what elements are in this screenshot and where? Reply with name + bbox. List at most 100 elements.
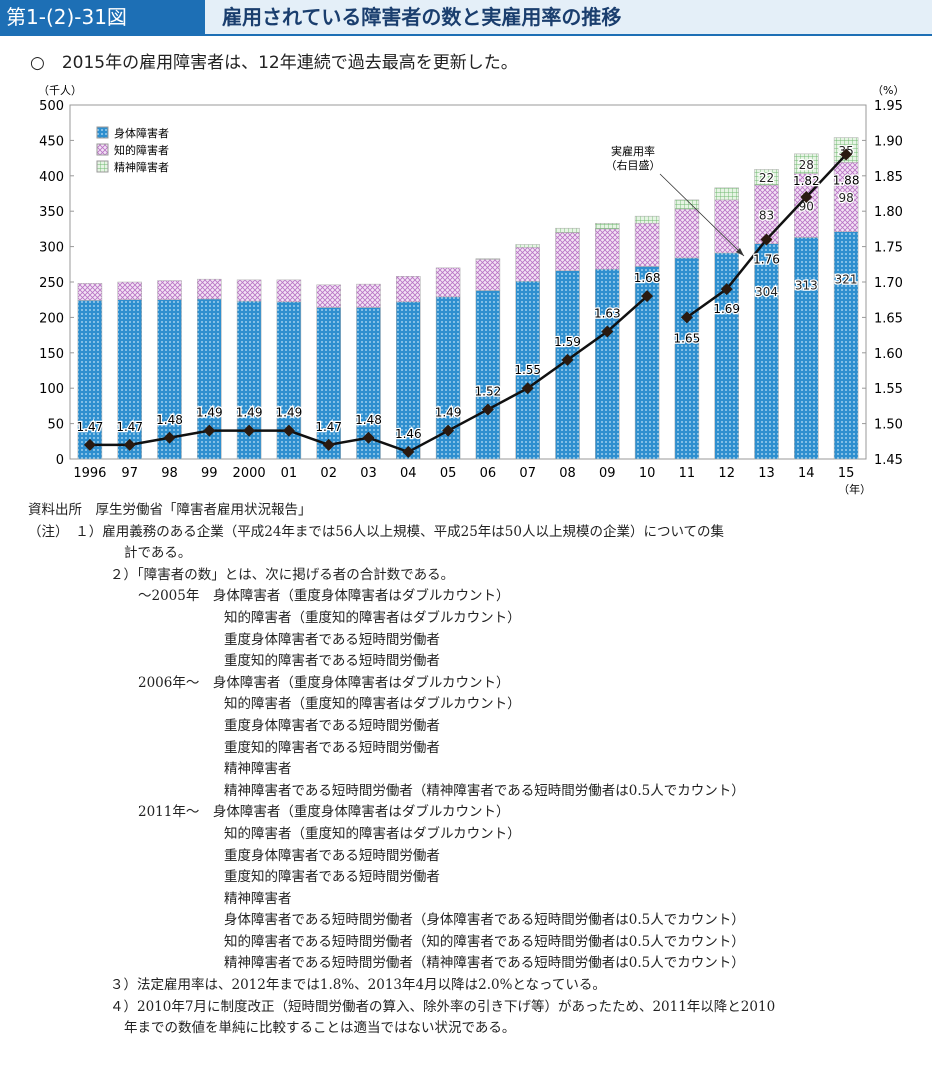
y-right-tick: 1.85 — [874, 170, 903, 185]
x-tick-label: 05 — [440, 466, 457, 481]
x-tick-label: 07 — [519, 466, 536, 481]
y-left-tick: 250 — [39, 276, 64, 291]
note-line: 重度知的障害者である短時間労働者 — [224, 653, 440, 670]
note-line: ～2005年 身体障害者（重度身体障害者はダブルカウント） — [138, 588, 510, 605]
y-left-tick: 200 — [39, 311, 64, 326]
note-line: 資料出所 厚生労働省「障害者雇用状況報告」 — [28, 502, 312, 518]
bar-intellectual — [276, 279, 302, 303]
y-right-tick: 1.95 — [874, 99, 903, 114]
note-line: 精神障害者である短時間労働者（精神障害者である短時間労働者は0.5人でカウント） — [224, 955, 745, 972]
figure-number: 第1-(2)-31図 — [0, 0, 205, 34]
y-right-tick: 1.60 — [874, 347, 903, 362]
x-tick-label: 13 — [758, 466, 775, 481]
note-line: ２）「障害者の数」とは、次に掲げる者の合計数である。 — [110, 566, 455, 583]
x-tick-label: 1996 — [73, 466, 106, 481]
rate-label: 1.88 — [833, 174, 860, 188]
note-line: 重度知的障害者である短時間労働者 — [224, 739, 440, 756]
note-line: 知的障害者（重度知的障害者はダブルカウント） — [224, 696, 521, 713]
rate-label: 1.82 — [793, 174, 820, 188]
note-line: 年までの数値を単純に比較することは適当ではない状況である。 — [124, 1020, 516, 1037]
x-tick-label: 12 — [718, 466, 735, 481]
bar-mental — [634, 215, 660, 224]
x-tick-label: 97 — [121, 466, 138, 481]
note-line: 身体障害者である短時間労働者（身体障害者である短時間労働者は0.5人でカウント） — [224, 912, 745, 929]
rate-marker — [243, 424, 256, 437]
x-tick-label: 03 — [360, 466, 377, 481]
bar-physical — [674, 257, 700, 460]
summary-text: ○ 2015年の雇用障害者は、12年連続で過去最高を更新した。 — [30, 53, 518, 73]
bar-intellectual — [396, 276, 421, 303]
legend-label: 精神障害者 — [114, 160, 169, 174]
y-left-tick: 500 — [39, 99, 64, 114]
note-line: ３）法定雇用率は、2012年までは1.8%、2013年4月以降は2.0%となって… — [110, 977, 606, 994]
line-annotation: （右目盛） — [606, 158, 661, 172]
legend-label: 身体障害者 — [114, 126, 169, 140]
bar-physical — [475, 290, 501, 460]
rate-label: 1.49 — [435, 406, 462, 420]
legend-swatch — [96, 143, 109, 156]
note-line: 知的障害者（重度知的障害者はダブルカウント） — [224, 609, 521, 626]
bar-intellectual — [714, 199, 739, 254]
rate-marker — [680, 311, 693, 324]
bar-mental — [595, 222, 620, 230]
rate-marker — [601, 325, 614, 338]
y-right-label: （%） — [872, 84, 904, 97]
rate-label: 1.48 — [156, 413, 183, 427]
legend-swatch — [96, 160, 109, 173]
bar-mental — [475, 258, 501, 260]
rate-label: 1.46 — [395, 427, 422, 441]
y-left-tick: 450 — [39, 134, 64, 149]
x-tick-label: 99 — [201, 466, 218, 481]
y-left-tick: 150 — [39, 347, 64, 362]
note-line: （注） １）雇用義務のある企業（平成24年までは56人以上規模、平成25年は50… — [28, 523, 725, 540]
bar-intellectual — [117, 281, 142, 300]
rate-marker — [481, 403, 494, 416]
note-line: 2011年～ 身体障害者（重度身体障害者はダブルカウント） — [138, 804, 510, 821]
rate-label: 1.48 — [355, 413, 382, 427]
rate-label: 1.69 — [713, 302, 740, 316]
chart: 0501001502002503003504004505001.451.501.… — [38, 84, 904, 496]
y-right-tick: 1.55 — [874, 382, 903, 397]
note-line: 精神障害者 — [224, 761, 292, 778]
rate-marker — [163, 431, 176, 444]
note-line: 精神障害者 — [224, 890, 292, 907]
figure-header: 第1-(2)-31図 雇用されている障害者の数と実雇用率の推移 — [0, 0, 932, 36]
bar-mental — [674, 199, 700, 210]
y-right-tick: 1.45 — [874, 453, 903, 468]
bar-value-label: 321 — [835, 273, 858, 287]
rate-label: 1.49 — [236, 406, 263, 420]
bar-intellectual — [515, 247, 540, 282]
y-left-tick: 50 — [47, 418, 64, 433]
bar-physical — [754, 243, 779, 460]
x-unit-label: （年） — [838, 482, 871, 496]
rate-label: 1.59 — [554, 335, 581, 349]
rate-label: 1.65 — [674, 331, 701, 345]
rate-marker — [203, 424, 216, 437]
bar-intellectual — [634, 222, 660, 267]
bar-intellectual — [356, 283, 381, 308]
rate-marker — [123, 438, 136, 451]
bar-intellectual — [157, 280, 182, 300]
bar-physical — [316, 307, 341, 460]
bar-value-label: 83 — [759, 208, 774, 222]
note-line: 計である。 — [124, 545, 192, 562]
bar-intellectual — [475, 259, 501, 291]
y-left-tick: 0 — [56, 453, 64, 468]
note-line: 重度知的障害者である短時間労働者 — [224, 869, 440, 886]
note-line: 2006年～ 身体障害者（重度身体障害者はダブルカウント） — [138, 674, 510, 691]
rate-label: 1.47 — [315, 420, 342, 434]
note-line: 精神障害者である短時間労働者（精神障害者である短時間労働者は0.5人でカウント） — [224, 782, 745, 799]
plot-frame — [69, 104, 867, 460]
bar-mental — [555, 227, 580, 233]
bar-value-label: 304 — [755, 285, 778, 299]
x-tick-label: 10 — [639, 466, 656, 481]
bar-intellectual — [833, 162, 859, 232]
rate-label: 1.63 — [594, 307, 621, 321]
bar-physical — [396, 301, 421, 460]
y-right-tick: 1.75 — [874, 241, 903, 256]
bar-mental — [515, 244, 540, 248]
x-tick-label: 06 — [480, 466, 497, 481]
annotation-arrow — [659, 173, 745, 257]
figure-title: 雇用されている障害者の数と実雇用率の推移 — [222, 5, 622, 29]
note-line: 知的障害者である短時間労働者（知的障害者である短時間労働者は0.5人でカウント） — [224, 933, 745, 950]
